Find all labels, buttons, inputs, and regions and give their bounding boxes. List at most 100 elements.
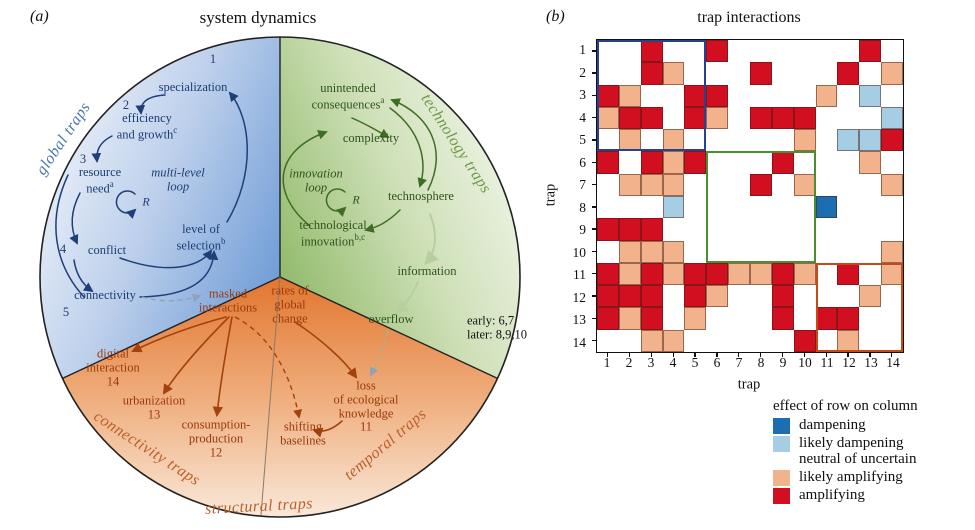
heatmap-cell-r5-c2	[618, 129, 641, 152]
heatmap-cell-r1-c6	[706, 40, 729, 63]
x-tick-label: 12	[842, 355, 856, 370]
label-line: efficiency	[122, 111, 172, 126]
heatmap-cell-r3-c9	[771, 84, 794, 107]
heatmap-cell-r13-c9	[771, 307, 794, 330]
heatmap-cell-r2-c12	[837, 62, 860, 85]
heatmap-cell-r2-c4	[662, 62, 685, 85]
heatmap-cell-r8-c12	[837, 196, 860, 219]
y-axis-tick	[592, 161, 597, 163]
heatmap-cell-r4-c8	[750, 106, 772, 130]
trap-number-14: 14	[106, 373, 120, 388]
heatmap-cell-r8-c5	[684, 196, 707, 219]
heatmap-cell-r7-c9	[771, 173, 794, 196]
heatmap-cell-r5-c13	[859, 129, 882, 152]
heatmap-cell-r8-c6	[706, 196, 729, 219]
heatmap-cell-r8-c9	[771, 196, 794, 219]
heatmap-cell-r11-c5	[684, 262, 707, 286]
label-consumption-production: consumption- production 12	[182, 418, 251, 459]
heatmap-cell-r12-c8	[750, 285, 772, 308]
heatmap-cell-r3-c11	[815, 84, 838, 107]
heatmap-cell-r10-c11	[815, 240, 838, 263]
heatmap-cell-r9-c11	[815, 218, 838, 241]
label-level-of-selection: level of selectionb	[177, 222, 226, 253]
label-line: unintended	[320, 81, 376, 96]
heatmap-cell-r9-c4	[662, 218, 685, 241]
label-connectivity: connectivity	[74, 288, 136, 303]
heatmap-cell-r9-c6	[706, 218, 729, 241]
heatmap-cell-r12-c12	[837, 285, 860, 308]
legend-label: dampening	[799, 417, 866, 434]
label-line: multi-level	[151, 165, 205, 180]
x-axis-tick	[803, 352, 806, 357]
y-tick-label: 13	[572, 312, 587, 328]
heatmap-cell-r11-c14	[881, 262, 903, 286]
heatmap-cell-r3-c13	[859, 84, 882, 107]
sector-divider-lines	[62, 37, 498, 380]
heatmap-cell-r6-c9	[771, 151, 794, 174]
heatmap-cell-r6-c12	[837, 151, 860, 174]
panel-a-title: system dynamics	[199, 8, 317, 27]
legend-swatch-amplifying	[773, 488, 790, 504]
heatmap-cell-r6-c10	[793, 151, 816, 174]
label-line: innovation	[289, 166, 343, 181]
heatmap-cell-r13-c10	[793, 307, 816, 330]
x-axis-tick	[606, 352, 609, 357]
heatmap-cell-r8-c3	[640, 196, 663, 219]
heatmap-cell-r11-c8	[750, 262, 772, 286]
heatmap-cell-r5-c3	[640, 129, 663, 152]
heatmap-cell-r3-c12	[837, 84, 860, 107]
y-tick-label: 3	[579, 87, 586, 103]
heatmap-cell-r5-c8	[750, 129, 772, 152]
heatmap-cell-r12-c13	[859, 285, 882, 308]
label-loss-of-ecological-knowledge: loss of ecological knowledge 11	[334, 379, 399, 435]
x-tick-label: 8	[757, 355, 765, 370]
heatmap-cell-r14-c10	[793, 329, 816, 352]
heatmap-cell-r14-c9	[771, 329, 794, 352]
y-tick-label: 7	[579, 177, 586, 193]
heatmap-cell-r8-c7	[728, 196, 750, 219]
y-axis-tick	[592, 206, 597, 208]
heatmap-cell-r6-c14	[881, 151, 903, 174]
x-axis-tick	[891, 352, 893, 357]
legend: effect of row on column dampening likely…	[773, 398, 975, 504]
heatmap-cell-r2-c13	[859, 62, 882, 85]
trap-number-2: 2	[122, 98, 130, 113]
heatmap-cell-r4-c1	[597, 106, 619, 130]
heatmap-cell-r4-c5	[684, 106, 707, 130]
label-line: global	[274, 297, 306, 312]
label-line: interactions	[198, 300, 258, 314]
x-tick-label: 3	[647, 355, 655, 370]
x-tick-label: 13	[864, 355, 878, 370]
label-conflict: conflict	[87, 243, 127, 258]
heatmap-cell-r8-c4	[662, 196, 685, 219]
heatmap-cell-r11-c6	[706, 262, 729, 286]
y-tick-label: 14	[572, 334, 587, 350]
heatmap-cell-r1-c10	[793, 40, 816, 63]
heatmap-cell-r3-c14	[881, 84, 903, 107]
sector-global-traps	[40, 37, 280, 379]
heatmap-cell-r14-c13	[859, 329, 882, 352]
legend-swatch-likely-amplifying	[773, 470, 790, 486]
y-axis-tick	[592, 94, 597, 97]
heatmap-cell-r4-c3	[640, 106, 663, 130]
heatmap-cell-r7-c2	[618, 173, 641, 196]
y-tick-label: 8	[579, 199, 586, 215]
heatmap-cell-r11-c9	[771, 262, 794, 286]
heatmap-cell-r7-c11	[815, 173, 838, 196]
label-efficiency-growth: efficiency and growthc	[117, 111, 178, 142]
y-tick-label: 5	[579, 132, 586, 148]
y-tick-label: 10	[572, 244, 587, 260]
label-early-later: early: 6,7 later: 8,9,10	[467, 313, 527, 342]
heatmap-cell-r13-c13	[859, 307, 882, 330]
x-axis-tick	[716, 352, 718, 357]
heatmap-cell-r8-c2	[618, 196, 641, 219]
label-multi-level-loop: multi-level loop	[151, 165, 205, 194]
heatmap-cell-r9-c1	[597, 218, 619, 241]
heatmap-cell-r8-c1	[597, 196, 619, 219]
label-line: baselines	[280, 433, 326, 447]
panel-b-title: trap interactions	[697, 9, 801, 26]
heatmap-cell-r5-c9	[771, 129, 794, 152]
label-line: shifting	[283, 419, 323, 434]
heatmap-col-labels: 1 2 3 4 5 6 7 8 9 10 11 12 13 14	[596, 355, 904, 371]
